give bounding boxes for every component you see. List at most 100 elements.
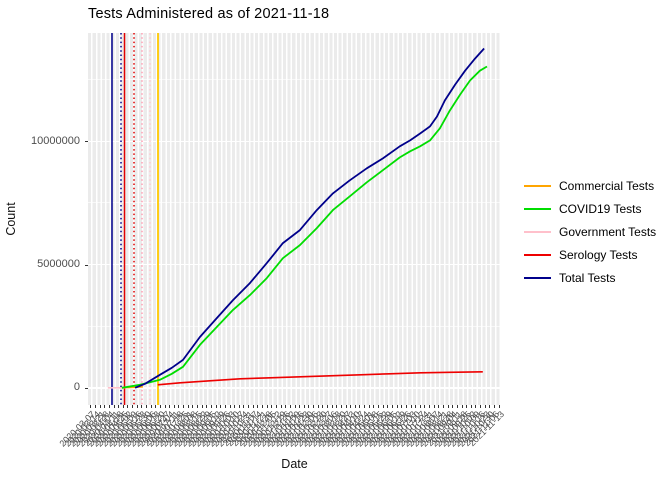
x-tick-mark xyxy=(447,405,449,408)
x-tick-mark xyxy=(169,405,171,408)
x-tick-mark xyxy=(215,405,217,408)
x-tick-mark xyxy=(224,405,226,408)
x-tick-mark xyxy=(475,405,477,408)
legend-key-line-icon xyxy=(524,277,551,280)
x-tick-mark xyxy=(303,405,305,408)
x-tick-mark xyxy=(484,405,486,408)
x-tick-mark xyxy=(220,405,222,408)
legend-label: Commercial Tests xyxy=(559,178,655,193)
x-tick-mark xyxy=(308,405,310,408)
x-tick-mark xyxy=(132,405,134,408)
x-tick-mark xyxy=(266,405,268,408)
x-tick-mark xyxy=(164,405,166,408)
x-tick-mark xyxy=(433,405,435,408)
x-tick-mark xyxy=(401,405,403,408)
gridline-major xyxy=(88,263,501,266)
x-tick-mark xyxy=(336,405,338,408)
x-tick-mark xyxy=(141,405,143,408)
x-tick-mark xyxy=(238,405,240,408)
x-tick-mark xyxy=(159,405,161,408)
x-tick-mark xyxy=(466,405,468,408)
x-tick-mark xyxy=(234,405,236,408)
x-tick-mark xyxy=(243,405,245,408)
x-tick-mark xyxy=(99,405,101,408)
plot-panel xyxy=(88,33,501,405)
gridline-minor xyxy=(88,202,501,204)
x-tick-mark xyxy=(410,405,412,408)
x-tick-mark xyxy=(206,405,208,408)
x-tick-mark xyxy=(271,405,273,408)
x-tick-mark xyxy=(345,405,347,408)
x-tick-mark xyxy=(317,405,319,408)
x-tick-mark xyxy=(368,405,370,408)
x-tick-mark xyxy=(331,405,333,408)
legend-item: Serology Tests xyxy=(524,244,656,267)
gridline-major xyxy=(88,387,501,389)
y-tick-label: 5000000 xyxy=(37,258,80,271)
x-tick-mark xyxy=(118,405,120,408)
x-tick-mark xyxy=(424,405,426,408)
x-tick-mark xyxy=(378,405,380,408)
x-tick-mark xyxy=(201,405,203,408)
y-tick-label: 10000000 xyxy=(31,134,80,147)
legend-item: Government Tests xyxy=(524,220,656,243)
x-tick-mark xyxy=(359,405,361,408)
chart-title: Tests Administered as of 2021-11-18 xyxy=(88,6,330,22)
x-axis-title: Date xyxy=(281,457,308,471)
x-tick-mark xyxy=(262,405,264,408)
x-tick-mark xyxy=(313,405,315,408)
x-tick-mark xyxy=(382,405,384,408)
x-tick-mark xyxy=(150,405,152,408)
x-tick-mark xyxy=(461,405,463,408)
x-tick-mark xyxy=(285,405,287,408)
legend-label: Serology Tests xyxy=(559,248,638,263)
x-tick-mark xyxy=(429,405,431,408)
x-tick-mark xyxy=(136,405,138,408)
x-tick-mark xyxy=(373,405,375,408)
x-tick-mark xyxy=(113,405,115,408)
x-tick-mark xyxy=(289,405,291,408)
legend-item: COVID19 Tests xyxy=(524,197,656,220)
legend: Commercial Tests COVID19 Tests Government … xyxy=(524,174,656,290)
x-tick-mark xyxy=(494,405,496,408)
legend-key-line-icon xyxy=(524,254,551,257)
y-axis-title: Count xyxy=(4,202,18,236)
x-tick-mark xyxy=(387,405,389,408)
plot-svg xyxy=(107,33,488,405)
legend-label: Total Tests xyxy=(559,271,616,286)
y-tick-mark xyxy=(85,264,88,266)
legend-label: Government Tests xyxy=(559,224,657,239)
x-tick-mark xyxy=(104,405,106,408)
x-tick-mark xyxy=(299,405,301,408)
x-tick-mark xyxy=(438,405,440,408)
x-tick-mark xyxy=(197,405,199,408)
x-tick-mark xyxy=(470,405,472,408)
x-tick-mark xyxy=(294,405,296,408)
x-tick-mark xyxy=(405,405,407,408)
x-tick-mark xyxy=(229,405,231,408)
x-tick-mark xyxy=(419,405,421,408)
x-tick-mark xyxy=(396,405,398,408)
x-tick-mark xyxy=(155,405,157,408)
y-tick-label: 0 xyxy=(73,381,80,394)
x-tick-mark xyxy=(210,405,212,408)
legend-item: Commercial Tests xyxy=(524,174,656,197)
x-tick-mark xyxy=(192,405,194,408)
gridline-minor xyxy=(88,325,501,327)
series-line-serology-tests xyxy=(157,371,483,386)
legend-label: COVID19 Tests xyxy=(559,201,642,216)
x-tick-mark xyxy=(275,405,277,408)
legend-key-line-icon xyxy=(524,207,551,210)
x-tick-mark xyxy=(391,405,393,408)
x-tick-mark xyxy=(354,405,356,408)
x-tick-mark xyxy=(146,405,147,408)
x-tick-mark xyxy=(187,405,189,408)
x-tick-mark xyxy=(480,405,482,408)
x-tick-mark xyxy=(108,405,110,408)
x-tick-mark xyxy=(326,405,328,408)
legend-key-line-icon xyxy=(524,184,551,187)
x-tick-mark xyxy=(173,405,175,408)
x-tick-mark xyxy=(452,405,454,408)
x-tick-mark xyxy=(280,405,282,408)
x-tick-mark xyxy=(94,405,96,408)
